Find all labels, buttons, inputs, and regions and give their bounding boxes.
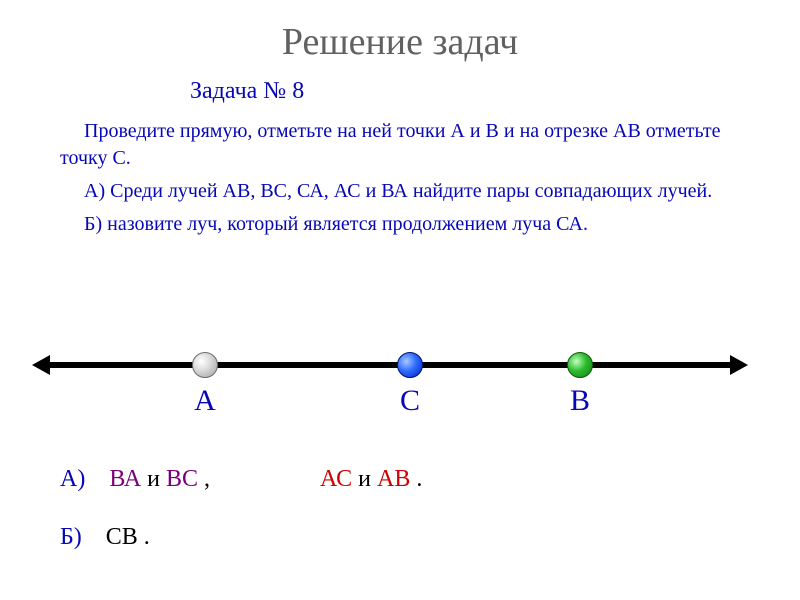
answer-b-label: Б): [60, 524, 82, 550]
point-b-label: В: [570, 384, 590, 418]
answer-a-and-1: и: [147, 466, 166, 492]
problem-statement: Проведите прямую, отметьте на ней точки …: [60, 118, 745, 244]
number-line-diagram: А С В: [40, 340, 740, 390]
point-b: [567, 352, 593, 378]
answer-a-pair2-right: АВ: [377, 466, 410, 492]
answer-a-group-2: АС и АВ .: [320, 466, 422, 493]
slide: Решение задач Задача № 8 Проведите пряму…: [0, 0, 800, 600]
slide-title: Решение задач: [0, 20, 800, 64]
answer-a-pair2-left: АС: [320, 466, 352, 492]
paragraph-1: Проведите прямую, отметьте на ней точки …: [60, 118, 745, 172]
answer-a-pair1-right: ВС: [166, 466, 198, 492]
answer-a-group-1: А) ВА и ВС ,: [60, 466, 210, 493]
answer-a-label: А): [60, 466, 85, 492]
point-a-label: А: [194, 384, 216, 418]
answer-a-and-2: и: [358, 466, 377, 492]
arrow-left-icon: [32, 355, 50, 375]
arrow-right-icon: [730, 355, 748, 375]
answer-b-value: СВ: [106, 524, 138, 550]
line-segment: [40, 362, 740, 368]
point-c-label: С: [400, 384, 420, 418]
point-a: [192, 352, 218, 378]
slide-subtitle: Задача № 8: [190, 78, 304, 105]
answer-a-comma: ,: [204, 466, 210, 492]
answer-b-group: Б) СВ .: [60, 524, 150, 551]
answer-b-period: .: [144, 524, 150, 550]
paragraph-2: А) Среди лучей АВ, ВС, СА, АС и ВА найди…: [60, 178, 745, 205]
answer-a-period: .: [416, 466, 422, 492]
point-c: [397, 352, 423, 378]
paragraph-3: Б) назовите луч, который является продол…: [60, 211, 745, 238]
answer-a-pair1-left: ВА: [109, 466, 141, 492]
